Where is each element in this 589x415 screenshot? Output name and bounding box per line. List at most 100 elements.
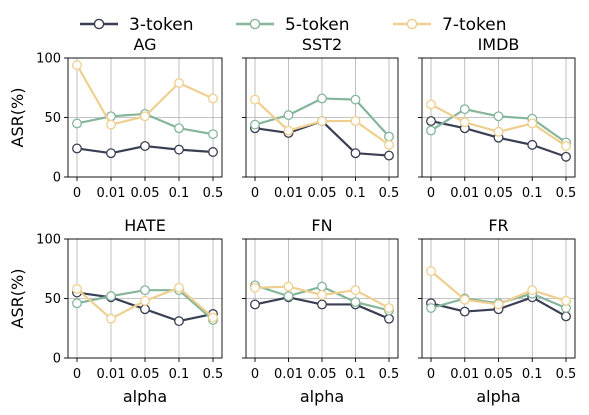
x-tick-label: 0.1	[522, 367, 543, 382]
data-point-3-token	[141, 305, 150, 314]
legend-label: 3-token	[129, 15, 194, 35]
data-point-3-token	[251, 300, 260, 309]
x-tick-label: 0.01	[97, 367, 126, 382]
legend-marker	[407, 19, 416, 28]
data-point-3-token	[73, 144, 82, 153]
legend-entry-5-token: 5-token	[236, 15, 350, 35]
data-point-7-token	[528, 119, 537, 128]
x-tick-label: 0.05	[131, 367, 160, 382]
data-point-5-token	[427, 126, 436, 135]
data-point-7-token	[251, 95, 260, 104]
panel-hate: 0 0.01 0.05 0.1 0.5 0 50 100 HATE alpha ASR(%)	[8, 216, 223, 406]
panel-title: AG	[133, 35, 156, 54]
data-point-5-token	[73, 299, 82, 308]
panel-title: FR	[488, 216, 508, 235]
data-point-7-token	[351, 117, 360, 126]
legend-marker	[250, 19, 259, 28]
x-tick-label: 0	[427, 186, 435, 201]
data-point-7-token	[175, 79, 184, 88]
data-point-5-token	[427, 304, 436, 313]
data-point-5-token	[385, 132, 394, 141]
data-point-5-token	[251, 120, 260, 129]
x-tick-label: 0	[251, 367, 259, 382]
legend-entry-3-token: 3-token	[80, 15, 194, 35]
data-point-7-token	[494, 300, 503, 309]
data-point-7-token	[385, 141, 394, 150]
data-point-3-token	[107, 149, 116, 158]
x-tick-label: 0	[73, 186, 81, 201]
x-tick-label: 0.05	[484, 367, 513, 382]
data-point-5-token	[284, 292, 293, 301]
data-point-7-token	[528, 286, 537, 295]
panel-title: SST2	[302, 35, 342, 54]
data-point-3-token	[318, 300, 327, 309]
legend: 3-token 5-token 7-token	[80, 15, 507, 35]
x-tick-label: 0.5	[379, 186, 400, 201]
x-tick-label: 0.01	[274, 186, 303, 201]
data-point-7-token	[318, 291, 327, 300]
legend-label: 7-token	[442, 15, 507, 35]
data-point-3-token	[141, 142, 150, 151]
legend-label: 5-token	[285, 15, 350, 35]
data-point-7-token	[562, 297, 571, 306]
data-point-7-token	[494, 127, 503, 136]
data-point-3-token	[385, 314, 394, 323]
y-tick-label: 100	[36, 52, 61, 67]
x-tick-label: 0.05	[484, 186, 513, 201]
legend-entry-7-token: 7-token	[393, 15, 507, 35]
y-tick-label: 100	[36, 233, 61, 248]
data-point-5-token	[318, 282, 327, 291]
data-point-7-token	[141, 297, 150, 306]
data-point-3-token	[528, 141, 537, 150]
data-point-7-token	[175, 283, 184, 292]
x-axis-label: alpha	[476, 387, 520, 406]
data-point-5-token	[73, 119, 82, 128]
data-point-3-token	[351, 149, 360, 158]
panel-title: FN	[311, 216, 332, 235]
data-point-3-token	[175, 317, 184, 326]
data-point-7-token	[209, 94, 218, 103]
data-point-5-token	[209, 130, 218, 139]
panel-fn: 0 0.01 0.05 0.1 0.5 FN alpha	[242, 216, 399, 406]
x-tick-label: 0.05	[131, 186, 160, 201]
data-point-5-token	[318, 94, 327, 103]
y-axis-label: ASR(%)	[8, 269, 27, 329]
data-point-7-token	[107, 120, 116, 129]
data-point-5-token	[351, 298, 360, 307]
data-point-7-token	[209, 313, 218, 322]
x-tick-label: 0.01	[450, 186, 479, 201]
data-point-7-token	[460, 118, 469, 127]
panel-imdb: 0 0.01 0.05 0.1 0.5 IMDB	[418, 35, 576, 201]
panel-title: IMDB	[478, 35, 520, 54]
data-point-7-token	[284, 126, 293, 135]
x-tick-label: 0.01	[274, 367, 303, 382]
data-point-7-token	[107, 314, 116, 323]
x-tick-label: 0	[251, 186, 259, 201]
data-point-5-token	[351, 95, 360, 104]
x-tick-label: 0.1	[345, 367, 366, 382]
data-point-7-token	[73, 285, 82, 294]
data-point-7-token	[460, 295, 469, 304]
x-tick-label: 0	[427, 367, 435, 382]
panel-ag: 0 0.01 0.05 0.1 0.5 0 50 100 AG ASR(%)	[8, 35, 223, 201]
x-tick-label: 0.1	[169, 367, 190, 382]
data-point-5-token	[141, 286, 150, 295]
data-point-7-token	[427, 267, 436, 276]
data-point-3-token	[562, 152, 571, 161]
data-point-7-token	[141, 112, 150, 121]
data-point-3-token	[175, 145, 184, 154]
data-point-7-token	[251, 283, 260, 292]
data-point-3-token	[385, 151, 394, 160]
panel-fr: 0 0.01 0.05 0.1 0.5 FR alpha	[418, 216, 576, 406]
data-point-3-token	[460, 307, 469, 316]
y-tick-label: 50	[44, 111, 61, 126]
data-point-5-token	[460, 105, 469, 114]
data-point-3-token	[562, 312, 571, 321]
data-point-5-token	[175, 124, 184, 133]
data-point-5-token	[284, 111, 293, 120]
panel-title: HATE	[124, 216, 166, 235]
y-tick-label: 0	[53, 171, 61, 186]
x-axis-label: alpha	[123, 387, 167, 406]
data-point-3-token	[427, 117, 436, 126]
y-tick-label: 0	[53, 352, 61, 367]
